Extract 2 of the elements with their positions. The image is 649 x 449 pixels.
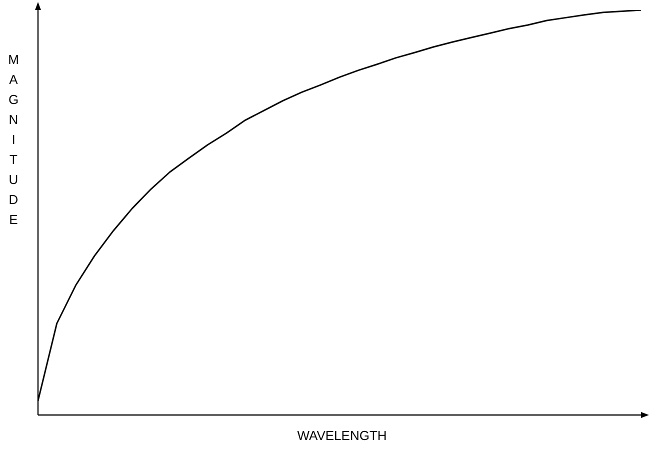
y-axis-title: MAGNITUDE	[6, 52, 22, 232]
x-axis-title: WAVELENGTH	[296, 428, 388, 443]
